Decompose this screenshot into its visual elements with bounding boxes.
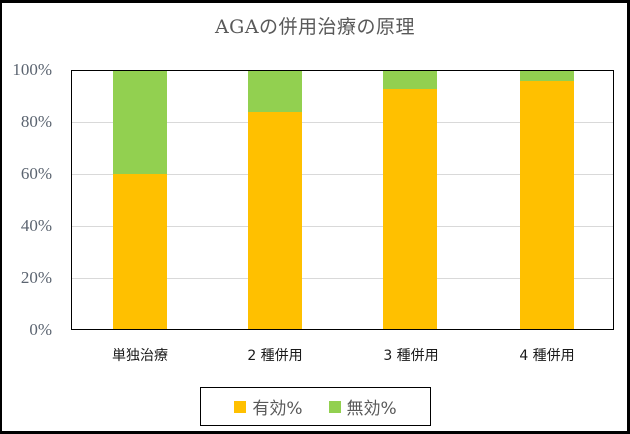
y-tick-0: 0% <box>29 320 52 339</box>
bar-segment-effective[interactable] <box>520 81 574 329</box>
gridline-20 <box>72 278 613 279</box>
legend-swatch-ineffective <box>328 400 341 413</box>
x-label-single: 単独治療 <box>112 348 168 364</box>
x-label-3-combo: 3 種併用 <box>383 348 439 364</box>
plot-area <box>71 70 614 330</box>
legend-label-effective: 有効% <box>252 399 303 419</box>
gridline-80 <box>72 122 613 123</box>
bar-segment-effective[interactable] <box>248 112 302 329</box>
bar-0[interactable] <box>113 71 167 329</box>
y-tick-20: 20% <box>20 268 52 287</box>
bar-segment-effective[interactable] <box>383 89 437 329</box>
bar-segment-ineffective[interactable] <box>113 71 167 175</box>
x-label-4-combo: 4 種併用 <box>519 348 575 364</box>
legend-item-effective[interactable]: 有効% <box>234 394 303 419</box>
chart-title: AGAの併用治療の原理 <box>214 16 416 38</box>
bar-1[interactable] <box>248 71 302 329</box>
y-tick-80: 80% <box>20 112 52 131</box>
y-tick-60: 60% <box>20 164 52 183</box>
legend-item-ineffective[interactable]: 無効% <box>328 394 397 419</box>
legend: 有効% 無効% <box>200 387 431 426</box>
y-tick-100: 100% <box>12 60 52 79</box>
bar-segment-ineffective[interactable] <box>520 71 574 82</box>
gridline-40 <box>72 226 613 227</box>
gridline-60 <box>72 174 613 175</box>
bar-segment-ineffective[interactable] <box>383 71 437 90</box>
y-tick-40: 40% <box>20 216 52 235</box>
bar-2[interactable] <box>383 71 437 329</box>
bar-3[interactable] <box>520 71 574 329</box>
legend-label-ineffective: 無効% <box>346 399 397 419</box>
bar-segment-effective[interactable] <box>113 174 167 329</box>
x-label-2-combo: 2 種併用 <box>247 348 303 364</box>
legend-swatch-effective <box>234 400 247 413</box>
bar-segment-ineffective[interactable] <box>248 71 302 113</box>
